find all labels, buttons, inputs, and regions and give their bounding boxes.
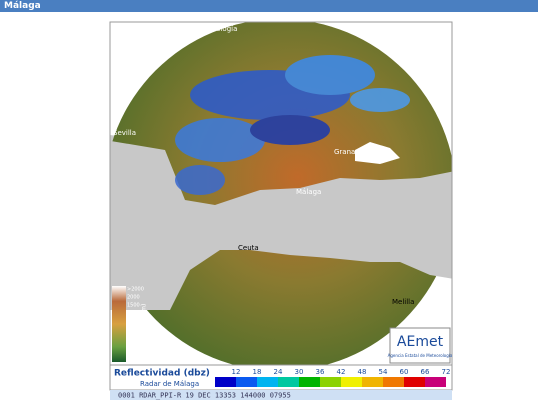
place-label: Sevilla bbox=[113, 129, 136, 137]
logo-name: AEmet bbox=[397, 334, 444, 350]
altitude-label: 800 bbox=[127, 327, 137, 333]
dbz-swatch bbox=[257, 377, 278, 387]
dbz-label: 42 bbox=[337, 368, 346, 376]
dbz-swatch bbox=[320, 377, 341, 387]
header-title: Málaga bbox=[0, 0, 538, 12]
dbz-label: 72 bbox=[442, 368, 451, 376]
dbz-swatch bbox=[236, 377, 257, 387]
dbz-label: 48 bbox=[358, 368, 367, 376]
place-label: Granada bbox=[334, 148, 364, 156]
place-label: Ceuta bbox=[238, 244, 259, 252]
altitude-label: 1000 bbox=[127, 319, 140, 325]
logo-subtitle: Agencia Estatal de Meteorología bbox=[388, 353, 453, 358]
altitude-label: 0 bbox=[127, 359, 130, 365]
dbz-label: 54 bbox=[379, 368, 388, 376]
altitude-label: >2000 bbox=[127, 287, 144, 293]
altitude-label: 1500 bbox=[127, 303, 140, 309]
dbz-swatch bbox=[278, 377, 299, 387]
place-label: Melilla bbox=[392, 298, 414, 306]
altitude-label: 2000 bbox=[127, 295, 140, 301]
altitude-label: 400 bbox=[127, 343, 137, 349]
altitude-label: 1200 bbox=[127, 311, 140, 317]
status-bar bbox=[110, 390, 452, 400]
logo bbox=[389, 327, 451, 364]
altitude-scale bbox=[112, 286, 126, 362]
altitude-label: 200 bbox=[127, 351, 137, 357]
dbz-swatch bbox=[341, 377, 362, 387]
dbz-swatch bbox=[299, 377, 320, 387]
altitude-label: 600 bbox=[127, 335, 137, 341]
dbz-label: 18 bbox=[253, 368, 262, 376]
dbz-label: 30 bbox=[295, 368, 304, 376]
dbz-swatch bbox=[383, 377, 404, 387]
dbz-swatch bbox=[425, 377, 446, 387]
dbz-label: 24 bbox=[274, 368, 283, 376]
legend-radar: Radar de Málaga bbox=[140, 380, 199, 388]
dbz-label: 12 bbox=[232, 368, 241, 376]
place-label: Málaga bbox=[296, 188, 321, 196]
map bbox=[110, 22, 452, 365]
dbz-swatch bbox=[404, 377, 425, 387]
altitude-title: Orografía (m) bbox=[141, 304, 148, 345]
dbz-swatch bbox=[215, 377, 236, 387]
dbz-label: 66 bbox=[421, 368, 430, 376]
map-credit: © Agencia Estatal de Meteorología bbox=[115, 25, 237, 33]
dbz-label: 36 bbox=[316, 368, 325, 376]
place-labels: Sevilla Granada Málaga Ceuta Melilla bbox=[113, 129, 414, 306]
status-text: 0001 RDAR_PPI-R 19 DEC 13353 144000 0795… bbox=[118, 392, 291, 400]
dbz-swatch bbox=[362, 377, 383, 387]
dbz-label: 60 bbox=[400, 368, 409, 376]
dbz-scale: 12 18 24 30 36 42 48 54 60 66 72 bbox=[215, 368, 450, 387]
legend-title: Reflectividad (dbz) bbox=[114, 369, 210, 379]
